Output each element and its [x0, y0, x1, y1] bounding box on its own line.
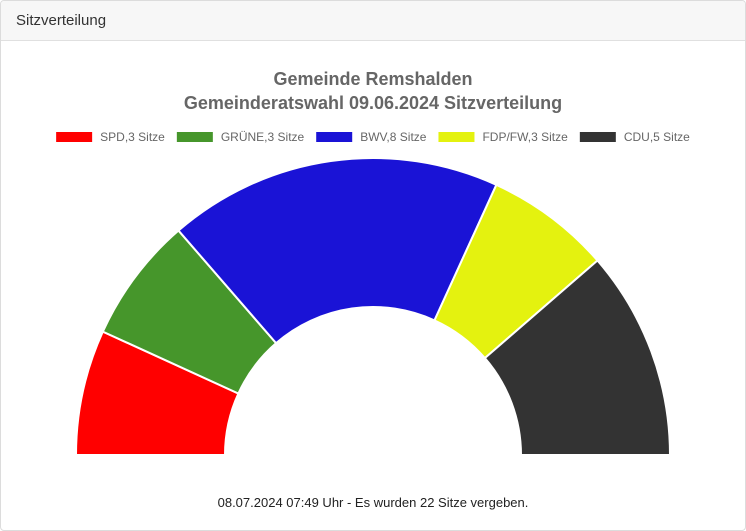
legend-label: CDU,5 Sitze	[624, 130, 690, 144]
panel-title: Sitzverteilung	[16, 12, 107, 29]
panel-header: Sitzverteilung	[1, 1, 745, 41]
legend-swatch	[176, 132, 213, 142]
slice-cdu[interactable]	[483, 259, 672, 456]
legend-label: SPD,3 Sitze	[100, 130, 165, 144]
legend-label: BWV,8 Sitze	[360, 130, 427, 144]
legend-item-spd[interactable]: SPD,3 Sitze	[56, 130, 165, 144]
legend-label: FDP/FW,3 Sitze	[482, 130, 568, 144]
legend-swatch	[316, 132, 353, 142]
footer-status-text: 08.07.2024 07:49 Uhr - Es wurden 22 Sitz…	[217, 495, 529, 510]
slice-bwv[interactable]	[177, 156, 498, 345]
chart-slices	[74, 156, 672, 456]
legend-item-cdu[interactable]: CDU,5 Sitze	[579, 130, 690, 144]
legend-swatch	[579, 132, 616, 142]
legend-item-grüne[interactable]: GRÜNE,3 Sitze	[176, 130, 305, 144]
legend-swatch	[438, 132, 475, 142]
legend-item-fdp-fw[interactable]: FDP/FW,3 Sitze	[438, 130, 568, 144]
legend-label: GRÜNE,3 Sitze	[221, 130, 305, 144]
chart-subtitle: Gemeinderatswahl 09.06.2024 Sitzverteilu…	[184, 93, 562, 113]
panel-body: Gemeinde Remshalden Gemeinderatswahl 09.…	[1, 41, 745, 529]
chart-legend: SPD,3 Sitze GRÜNE,3 Sitze BWV,8 Sitze FDP/F…	[56, 130, 690, 144]
legend-swatch	[56, 132, 93, 142]
seat-distribution-chart: Gemeinde Remshalden Gemeinderatswahl 09.…	[56, 69, 690, 456]
legend-item-bwv[interactable]: BWV,8 Sitze	[316, 130, 427, 144]
chart-title: Gemeinde Remshalden	[273, 69, 472, 89]
